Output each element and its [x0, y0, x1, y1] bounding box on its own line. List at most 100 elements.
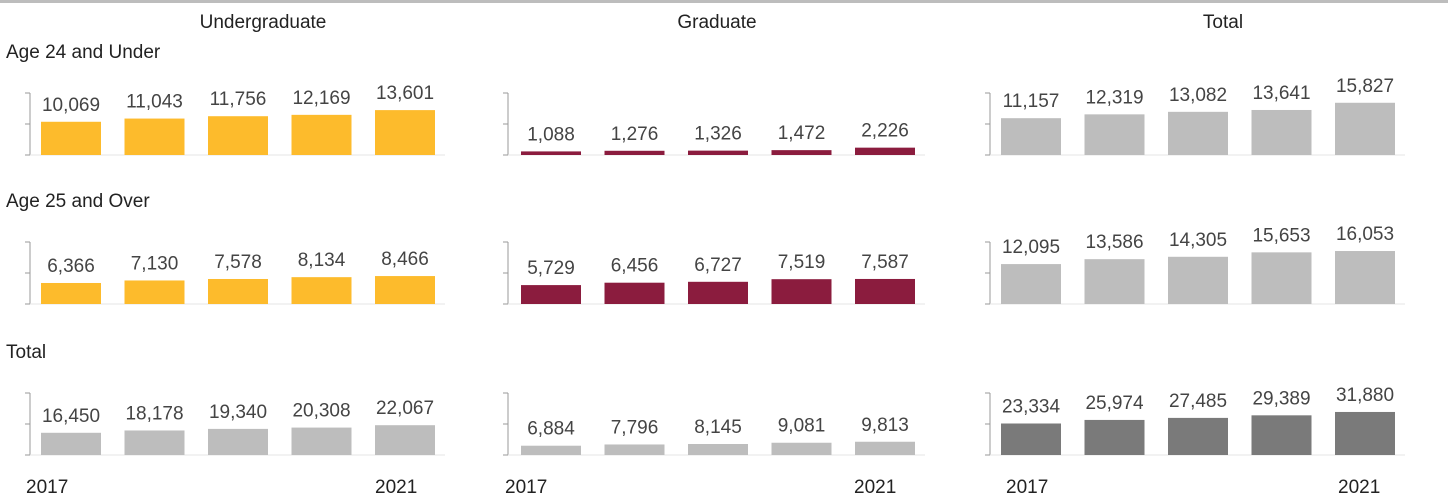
data-label-2021: 7,587	[861, 252, 909, 273]
bar-2020	[1251, 415, 1312, 455]
data-label-2017: 12,095	[1002, 237, 1060, 258]
bar-2021	[1335, 251, 1395, 304]
data-label-2018: 13,586	[1085, 232, 1143, 253]
data-label-2018: 25,974	[1085, 393, 1144, 414]
data-label-2017: 5,729	[527, 258, 575, 279]
bar-2018	[604, 282, 665, 304]
data-label-2019: 11,756	[210, 89, 267, 110]
bar-2020	[291, 277, 352, 304]
year-label-last-undergraduate: 2021	[375, 477, 418, 498]
bar-2019	[1168, 256, 1228, 304]
panel-age-24-and-under-undergraduate: 10,069 11,043 11,756 12,169 13,601	[25, 83, 445, 156]
bar-2018	[1084, 114, 1145, 155]
panel-age-25-and-over-graduate: 5,729 6,456 6,727 7,519 7,587	[503, 241, 925, 305]
data-label-2021: 13,601	[376, 83, 434, 104]
data-label-2020: 29,389	[1252, 388, 1310, 409]
bar-2019	[1168, 417, 1228, 455]
data-label-2020: 7,519	[778, 252, 826, 273]
data-label-2018: 12,319	[1085, 87, 1143, 108]
bar-2021	[855, 441, 915, 455]
year-label-first-graduate: 2017	[505, 477, 548, 498]
bar-2019	[1168, 111, 1228, 155]
bar-2018	[1084, 259, 1145, 304]
data-label-2017: 11,157	[1003, 91, 1060, 112]
data-label-2017: 10,069	[42, 95, 100, 116]
data-label-2020: 15,653	[1252, 225, 1310, 246]
panel-age-25-and-over-total: 12,095 13,586 14,305 15,653 16,053	[985, 224, 1405, 305]
bar-2018	[124, 118, 185, 155]
data-label-2019: 27,485	[1169, 391, 1227, 412]
bar-2021	[1335, 102, 1395, 155]
year-label-first-total: 2017	[1006, 477, 1049, 498]
data-label-2021: 22,067	[376, 398, 434, 419]
bar-2020	[291, 427, 352, 455]
data-label-2017: 16,450	[42, 406, 100, 427]
panel-age-25-and-over-undergraduate: 6,366 7,130 7,578 8,134 8,466	[25, 241, 445, 305]
bar-2017	[1001, 423, 1061, 455]
bar-2020	[771, 279, 832, 304]
data-label-2018: 7,130	[131, 253, 179, 274]
data-label-2018: 7,796	[611, 417, 659, 438]
data-label-2020: 8,134	[298, 250, 346, 271]
bar-2018	[1084, 419, 1145, 455]
bar-2021	[1335, 411, 1395, 455]
bar-2020	[771, 442, 832, 455]
data-label-2018: 11,043	[126, 92, 183, 113]
bar-2017	[521, 151, 581, 155]
bar-2020	[1251, 252, 1312, 304]
bar-2017	[41, 121, 101, 155]
bar-2021	[375, 276, 435, 304]
data-label-2021: 15,827	[1336, 76, 1394, 97]
data-label-2019: 19,340	[209, 402, 267, 423]
panel-total-graduate: 6,884 7,796 8,145 9,081 9,813	[503, 392, 925, 456]
row-label-total: Total	[6, 342, 47, 363]
bar-2021	[375, 110, 435, 155]
data-label-2017: 6,884	[527, 419, 575, 440]
bar-2019	[688, 150, 748, 155]
data-label-2019: 1,326	[694, 124, 742, 145]
data-label-2020: 12,169	[292, 88, 350, 109]
column-header-undergraduate: Undergraduate	[199, 12, 327, 33]
data-label-2017: 23,334	[1002, 396, 1061, 417]
bar-2018	[604, 444, 665, 455]
column-header-total: Total	[1202, 12, 1244, 33]
data-label-2019: 6,727	[694, 255, 742, 276]
data-label-2020: 20,308	[292, 401, 350, 422]
data-label-2021: 2,226	[861, 121, 909, 142]
bar-2018	[604, 150, 665, 155]
bar-2020	[291, 114, 352, 155]
year-label-first-undergraduate: 2017	[26, 477, 69, 498]
bar-2019	[208, 116, 268, 155]
data-label-2020: 1,472	[778, 123, 826, 144]
bar-2017	[41, 282, 101, 304]
bar-2020	[1251, 109, 1312, 155]
data-label-2018: 6,456	[611, 256, 659, 277]
data-label-2021: 8,466	[381, 249, 429, 270]
bar-2019	[208, 428, 268, 455]
bar-2017	[41, 432, 101, 455]
data-label-2018: 18,178	[125, 403, 183, 424]
panel-total-undergraduate: 16,450 18,178 19,340 20,308 22,067	[25, 392, 445, 456]
row-label-age-24-and-under: Age 24 and Under	[6, 42, 161, 63]
panel-total-total: 23,334 25,974 27,485 29,389 31,880	[985, 385, 1405, 456]
bar-2019	[688, 444, 748, 455]
data-label-2019: 8,145	[694, 417, 742, 438]
data-label-2020: 9,081	[778, 416, 826, 437]
data-label-2021: 9,813	[861, 415, 909, 436]
bar-2018	[124, 280, 185, 304]
data-label-2019: 13,082	[1169, 85, 1227, 106]
panel-age-24-and-under-total: 11,157 12,319 13,082 13,641 15,827	[985, 76, 1405, 156]
bar-2021	[375, 425, 435, 455]
data-label-2021: 16,053	[1336, 224, 1394, 245]
bar-2017	[521, 445, 581, 455]
data-label-2018: 1,276	[611, 124, 659, 145]
data-label-2019: 14,305	[1169, 230, 1227, 251]
column-header-graduate: Graduate	[677, 12, 757, 33]
bar-2017	[1001, 264, 1061, 304]
year-label-last-graduate: 2021	[854, 477, 897, 498]
top-rule	[0, 0, 1448, 3]
bar-2020	[771, 150, 832, 155]
bar-2017	[1001, 118, 1061, 155]
data-label-2021: 31,880	[1336, 385, 1394, 406]
